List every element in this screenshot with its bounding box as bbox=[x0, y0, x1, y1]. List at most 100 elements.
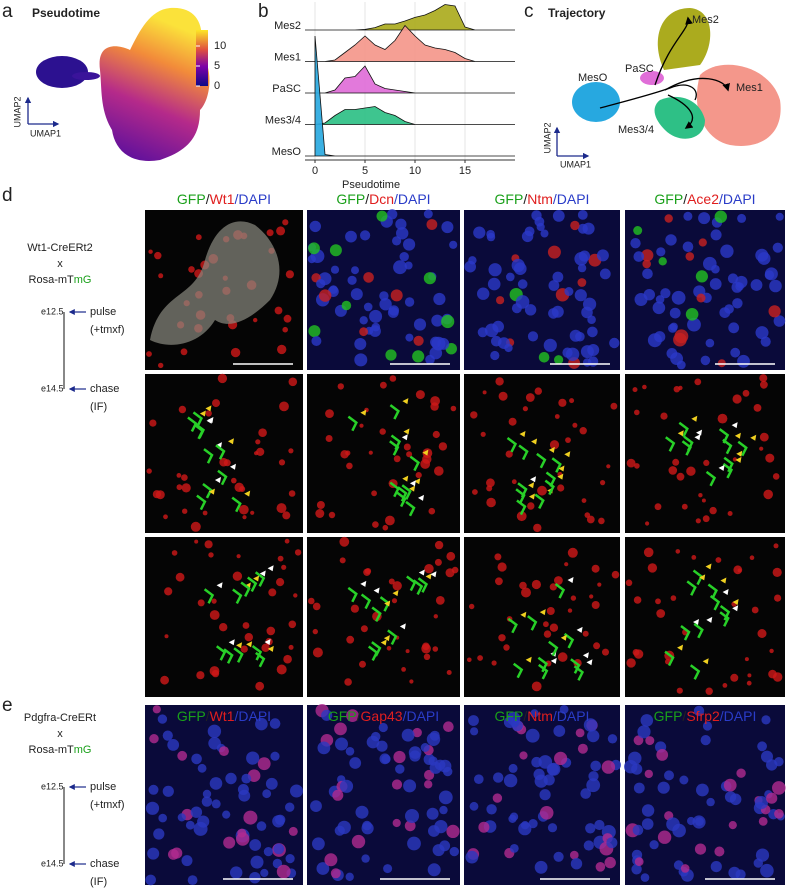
header-part: / bbox=[523, 708, 527, 724]
cell bbox=[332, 789, 344, 801]
micrograph bbox=[624, 705, 786, 885]
cell bbox=[404, 261, 413, 270]
cell bbox=[434, 466, 444, 476]
cell bbox=[392, 818, 401, 828]
cell bbox=[212, 399, 220, 408]
cell bbox=[564, 287, 574, 296]
cell bbox=[494, 553, 502, 561]
cell bbox=[586, 778, 601, 793]
cell bbox=[696, 293, 706, 303]
arrowhead bbox=[558, 465, 565, 472]
green-cell bbox=[389, 404, 400, 420]
image-background bbox=[625, 537, 785, 697]
arrowhead bbox=[528, 493, 535, 500]
cell bbox=[527, 331, 539, 342]
cell bbox=[731, 281, 743, 293]
green-cell bbox=[722, 462, 734, 479]
cell bbox=[449, 240, 458, 249]
arrowhead bbox=[586, 659, 593, 666]
cell bbox=[757, 741, 767, 752]
cell bbox=[345, 872, 354, 881]
panel-label: d bbox=[2, 185, 13, 206]
cell bbox=[250, 510, 255, 515]
cell bbox=[240, 645, 248, 653]
cell bbox=[434, 540, 444, 550]
cell bbox=[492, 320, 505, 333]
cell bbox=[283, 314, 292, 323]
header-part: /DAPI bbox=[234, 708, 271, 724]
cell bbox=[266, 229, 274, 237]
cell bbox=[580, 788, 591, 799]
cell bbox=[673, 332, 687, 347]
cell bbox=[354, 353, 368, 367]
cell bbox=[751, 606, 759, 614]
arrowhead bbox=[360, 580, 367, 587]
cell bbox=[152, 705, 161, 714]
cell bbox=[683, 211, 693, 221]
cell bbox=[595, 862, 606, 872]
cell bbox=[577, 210, 588, 220]
cell bbox=[242, 622, 250, 629]
cell bbox=[316, 862, 330, 875]
cell bbox=[641, 249, 654, 262]
cell bbox=[607, 734, 618, 744]
cell bbox=[490, 350, 500, 361]
green-cell bbox=[203, 448, 214, 464]
cell bbox=[181, 483, 191, 493]
cell bbox=[553, 725, 566, 737]
micrograph bbox=[145, 373, 303, 533]
header-part: GFP bbox=[336, 191, 365, 207]
cell bbox=[231, 477, 237, 484]
cell bbox=[655, 598, 661, 605]
cell bbox=[274, 306, 283, 315]
cell bbox=[385, 515, 395, 526]
cell bbox=[424, 769, 435, 781]
green-cell bbox=[683, 435, 694, 452]
cell bbox=[601, 760, 616, 774]
mouse-line: x bbox=[57, 728, 63, 740]
cell bbox=[519, 581, 527, 590]
cell bbox=[273, 843, 285, 855]
cell bbox=[470, 411, 478, 419]
cell bbox=[539, 789, 551, 801]
arrowhead bbox=[215, 442, 222, 449]
arrowhead bbox=[718, 464, 725, 471]
cell bbox=[672, 458, 680, 466]
cell bbox=[293, 593, 298, 598]
arrowhead bbox=[227, 438, 234, 445]
cell bbox=[691, 555, 697, 560]
cell bbox=[525, 393, 535, 402]
cell bbox=[277, 344, 287, 355]
cell bbox=[426, 732, 441, 746]
cell bbox=[412, 350, 425, 363]
reporter-part: mG bbox=[74, 744, 92, 756]
cell bbox=[432, 844, 445, 857]
cell bbox=[426, 807, 439, 820]
cell bbox=[316, 501, 325, 509]
arrowhead bbox=[560, 634, 567, 641]
cell bbox=[486, 478, 495, 488]
cell bbox=[177, 813, 186, 822]
cell bbox=[185, 820, 195, 830]
cell bbox=[503, 773, 518, 788]
arrowhead bbox=[259, 570, 266, 577]
cell bbox=[288, 644, 294, 650]
axis-label: UMAP2 bbox=[12, 96, 22, 127]
cell bbox=[276, 664, 287, 675]
reporter-part: mG bbox=[74, 274, 92, 286]
arrowhead bbox=[383, 635, 390, 642]
cell bbox=[694, 843, 707, 855]
cell bbox=[268, 588, 277, 597]
cell bbox=[736, 768, 746, 778]
cell bbox=[685, 252, 695, 261]
cell bbox=[747, 673, 752, 678]
cell bbox=[630, 238, 641, 249]
cell bbox=[543, 338, 557, 352]
cell bbox=[547, 823, 558, 833]
cell bbox=[632, 824, 644, 836]
cell bbox=[570, 850, 579, 860]
cell bbox=[266, 626, 276, 636]
arrowhead bbox=[229, 463, 236, 470]
cell bbox=[773, 315, 786, 327]
arrowhead bbox=[567, 577, 574, 584]
